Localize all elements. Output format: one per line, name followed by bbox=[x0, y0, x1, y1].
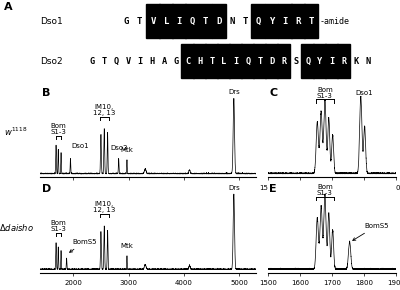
Bar bbox=[314, 44, 326, 78]
Text: I: I bbox=[233, 57, 239, 66]
Text: B: B bbox=[42, 88, 50, 98]
Text: I: I bbox=[177, 17, 182, 26]
Text: T: T bbox=[257, 57, 263, 66]
Bar bbox=[206, 44, 218, 78]
Bar bbox=[291, 4, 305, 38]
Text: $w^{1118}$: $w^{1118}$ bbox=[4, 126, 28, 138]
Text: Dso1: Dso1 bbox=[355, 90, 373, 96]
Text: Y: Y bbox=[317, 57, 323, 66]
Text: Q: Q bbox=[113, 57, 119, 66]
Bar bbox=[212, 4, 226, 38]
Bar bbox=[230, 44, 242, 78]
Text: D: D bbox=[269, 57, 275, 66]
Text: T: T bbox=[309, 17, 314, 26]
Bar bbox=[278, 4, 292, 38]
Bar bbox=[266, 44, 278, 78]
Text: S: S bbox=[293, 57, 299, 66]
X-axis label: m/z: m/z bbox=[324, 289, 340, 290]
Bar bbox=[304, 4, 318, 38]
Text: R: R bbox=[281, 57, 287, 66]
Text: K: K bbox=[353, 57, 359, 66]
Bar bbox=[338, 44, 350, 78]
Text: D: D bbox=[216, 17, 222, 26]
Bar bbox=[278, 44, 290, 78]
Bar bbox=[146, 4, 160, 38]
Text: Q: Q bbox=[245, 57, 251, 66]
Text: N: N bbox=[365, 57, 371, 66]
X-axis label: m/z: m/z bbox=[140, 289, 156, 290]
Text: R: R bbox=[341, 57, 347, 66]
Bar bbox=[194, 44, 206, 78]
Text: I: I bbox=[282, 17, 288, 26]
Bar bbox=[218, 44, 230, 78]
Bar bbox=[264, 4, 278, 38]
Text: Mtk: Mtk bbox=[120, 243, 133, 249]
Text: Q: Q bbox=[256, 17, 261, 26]
Text: Q: Q bbox=[190, 17, 195, 26]
Text: Dso2: Dso2 bbox=[40, 57, 63, 66]
Text: Dso1: Dso1 bbox=[40, 17, 63, 26]
Text: A: A bbox=[161, 57, 167, 66]
Text: IM10,
12, 13: IM10, 12, 13 bbox=[93, 201, 116, 213]
Text: T: T bbox=[137, 17, 142, 26]
Text: L: L bbox=[221, 57, 227, 66]
Text: H: H bbox=[197, 57, 203, 66]
Bar bbox=[181, 44, 194, 78]
Text: I: I bbox=[329, 57, 335, 66]
Text: L: L bbox=[164, 17, 169, 26]
Text: -amide: -amide bbox=[320, 17, 350, 26]
Text: IM10,
12, 13: IM10, 12, 13 bbox=[93, 104, 116, 116]
Text: V: V bbox=[150, 17, 156, 26]
Text: C: C bbox=[185, 57, 191, 66]
Text: Drs: Drs bbox=[228, 89, 240, 95]
Bar bbox=[172, 4, 186, 38]
Text: Q: Q bbox=[305, 57, 311, 66]
Text: Bom
S1-3: Bom S1-3 bbox=[317, 184, 333, 196]
Text: C: C bbox=[269, 88, 278, 98]
Text: Dso1: Dso1 bbox=[71, 143, 89, 149]
Text: T: T bbox=[203, 17, 208, 26]
Bar bbox=[251, 4, 265, 38]
Text: Bom
S1-3: Bom S1-3 bbox=[51, 220, 66, 232]
Text: I: I bbox=[137, 57, 143, 66]
Text: G: G bbox=[89, 57, 95, 66]
Text: Drs: Drs bbox=[228, 185, 240, 191]
Bar bbox=[198, 4, 212, 38]
Text: T: T bbox=[243, 17, 248, 26]
Text: H: H bbox=[149, 57, 155, 66]
Bar bbox=[159, 4, 173, 38]
Text: A: A bbox=[4, 1, 13, 12]
Text: $\Delta daisho$: $\Delta daisho$ bbox=[0, 222, 34, 233]
Text: G: G bbox=[124, 17, 129, 26]
Text: Bom
S1-3: Bom S1-3 bbox=[51, 123, 66, 135]
Bar bbox=[326, 44, 338, 78]
Bar bbox=[302, 44, 314, 78]
Bar bbox=[254, 44, 266, 78]
Text: V: V bbox=[125, 57, 131, 66]
Text: R: R bbox=[296, 17, 301, 26]
Text: G: G bbox=[173, 57, 179, 66]
Text: Y: Y bbox=[269, 17, 274, 26]
Text: Dso2: Dso2 bbox=[110, 145, 128, 151]
Text: BomS5: BomS5 bbox=[70, 239, 97, 252]
Text: Mtk: Mtk bbox=[120, 148, 133, 153]
Bar bbox=[242, 44, 254, 78]
Text: BomS5: BomS5 bbox=[353, 223, 388, 240]
Text: T: T bbox=[209, 57, 215, 66]
Text: T: T bbox=[101, 57, 107, 66]
Bar bbox=[185, 4, 199, 38]
Text: N: N bbox=[230, 17, 235, 26]
Text: E: E bbox=[269, 184, 277, 194]
Text: Bom
S1-3: Bom S1-3 bbox=[317, 87, 333, 99]
Text: D: D bbox=[42, 184, 52, 194]
